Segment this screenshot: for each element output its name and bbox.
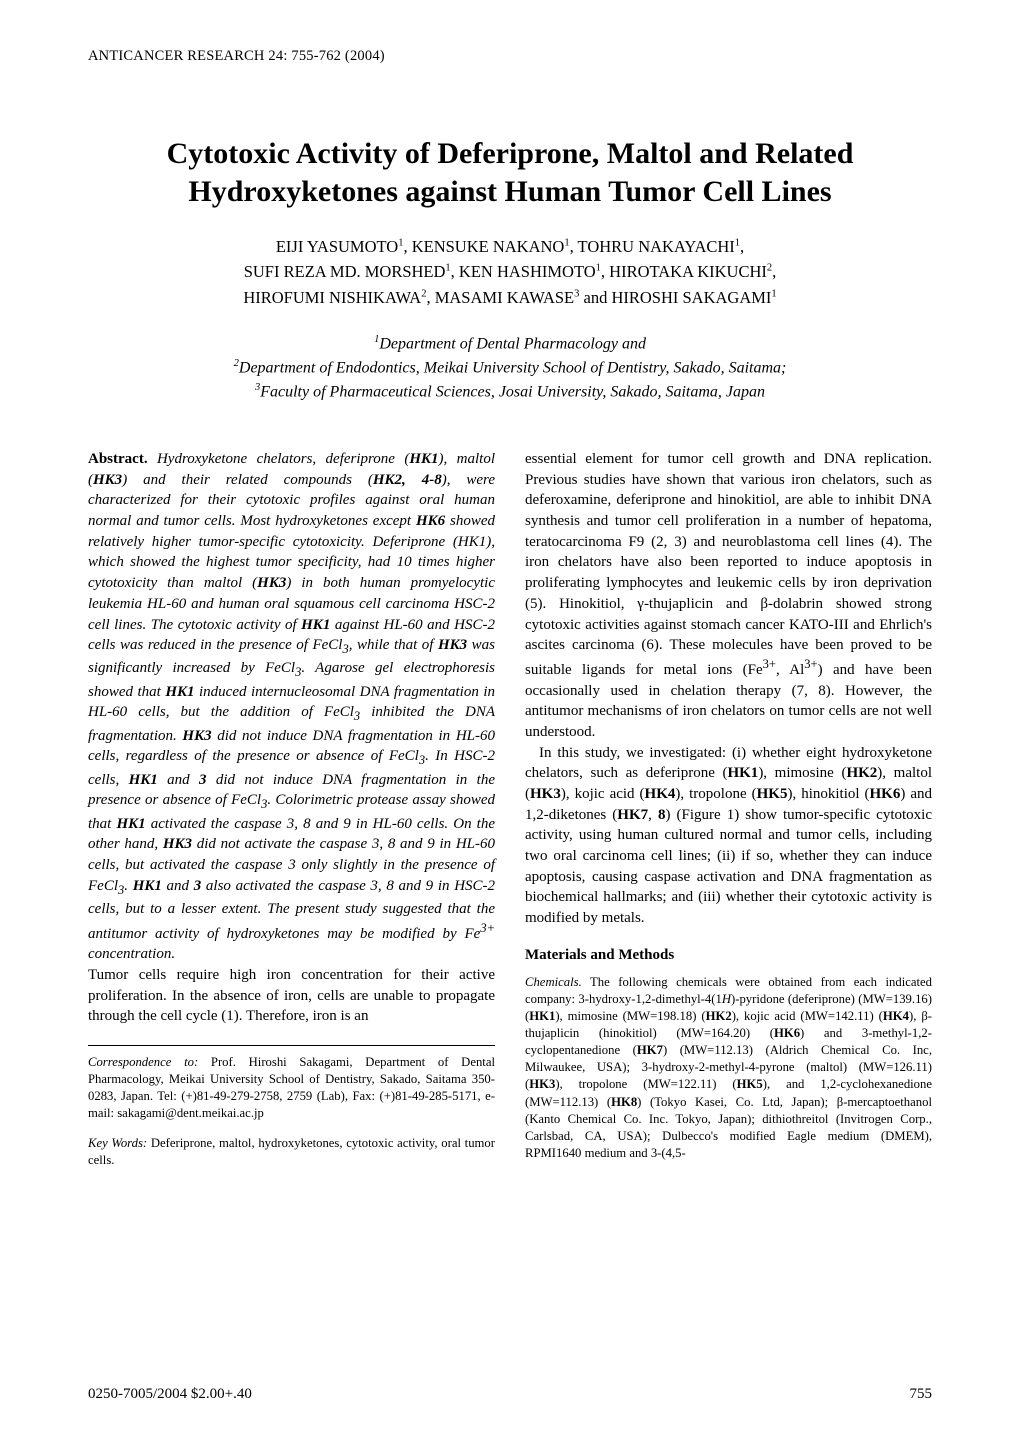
materials-methods-heading: Materials and Methods — [525, 945, 932, 966]
keywords-label: Key Words: — [88, 1136, 147, 1150]
chemicals-text: The following chemicals were obtained fr… — [525, 975, 932, 1160]
title-line-1: Cytotoxic Activity of Deferiprone, Malto… — [167, 137, 854, 170]
chemicals-paragraph: Chemicals. The following chemicals were … — [525, 974, 932, 1163]
chemicals-label: Chemicals. — [525, 975, 582, 989]
correspondence-block: Correspondence to: Prof. Hiroshi Sakagam… — [88, 1054, 495, 1123]
affiliations: 1Department of Dental Pharmacology and2D… — [128, 332, 892, 403]
intro-paragraph-right-1: essential element for tumor cell growth … — [525, 449, 932, 743]
abstract-text: Hydroxyketone chelators, deferiprone (HK… — [88, 451, 495, 962]
intro-paragraph-right-2: In this study, we investigated: (i) whet… — [525, 743, 932, 929]
keywords-block: Key Words: Deferiprone, maltol, hydroxyk… — [88, 1135, 495, 1169]
running-header: ANTICANCER RESEARCH 24: 755-762 (2004) — [88, 48, 932, 65]
left-column: Abstract. Hydroxyketone chelators, defer… — [88, 449, 495, 1169]
footnote-divider — [88, 1045, 495, 1046]
abstract: Abstract. Hydroxyketone chelators, defer… — [88, 449, 495, 965]
page-footer: 0250-7005/2004 $2.00+.40 755 — [88, 1386, 932, 1403]
correspondence-label: Correspondence to: — [88, 1055, 198, 1069]
right-column: essential element for tumor cell growth … — [525, 449, 932, 1169]
footer-page-number: 755 — [910, 1386, 933, 1403]
keywords-text: Deferiprone, maltol, hydroxyketones, cyt… — [88, 1136, 495, 1167]
article-title: Cytotoxic Activity of Deferiprone, Malto… — [98, 135, 922, 212]
footer-left: 0250-7005/2004 $2.00+.40 — [88, 1386, 252, 1403]
two-column-body: Abstract. Hydroxyketone chelators, defer… — [88, 449, 932, 1169]
author-list: EIJI YASUMOTO1, KENSUKE NAKANO1, TOHRU N… — [148, 234, 872, 311]
abstract-label: Abstract. — [88, 451, 148, 467]
title-line-2: Hydroxyketones against Human Tumor Cell … — [188, 175, 831, 208]
intro-paragraph-continued: Tumor cells require high iron concentrat… — [88, 965, 495, 1027]
